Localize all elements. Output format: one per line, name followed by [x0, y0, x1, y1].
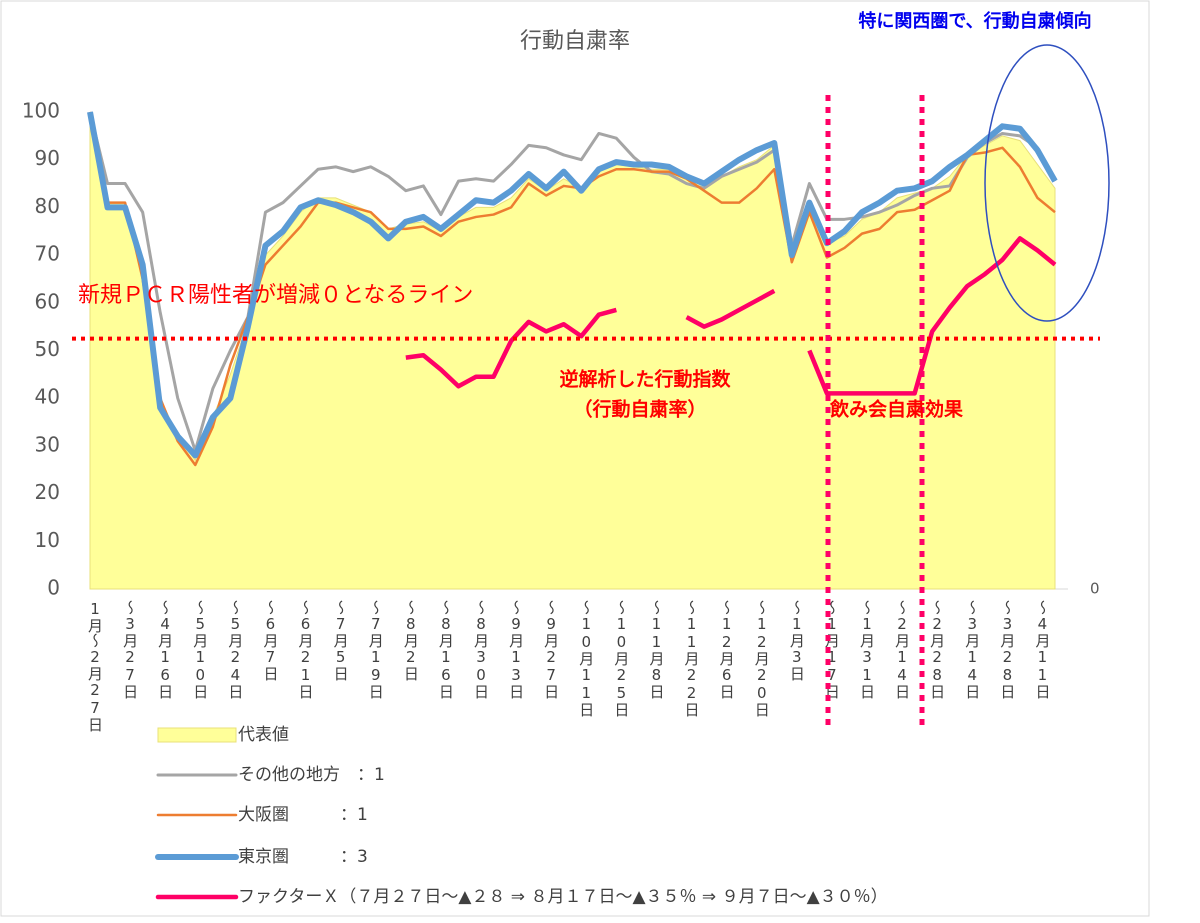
y-tick-label: 60 — [35, 289, 60, 313]
x-tick-label: ～5月10日 — [191, 600, 209, 699]
x-tick-label: ～11月8日 — [647, 600, 665, 699]
annotation: 飲み会自粛効果 — [829, 398, 963, 421]
x-tick-label: ～3月14日 — [963, 600, 981, 699]
legend-label: 大阪圏 ：1 — [238, 805, 368, 825]
annotation: 特に関西圏で、行動自粛傾向 — [858, 10, 1091, 32]
y-tick-label: 90 — [35, 146, 60, 170]
legend-label: ファクターＸ（７月２７日～▲２８ ⇒ ８月１７日～▲３５％ ⇒ ９月７日～▲３０… — [238, 887, 888, 907]
legend-label: その他の地方 ：1 — [238, 765, 385, 785]
chart-title: 行動自粛率 — [520, 29, 630, 54]
y-tick-label: 20 — [35, 480, 60, 504]
x-tick-label: ～2月14日 — [893, 600, 911, 699]
x-tick-label: ～4月16日 — [156, 600, 174, 699]
threshold-label: 新規ＰＣＲ陽性者が増減０となるライン — [78, 283, 473, 308]
y-tick-label: 10 — [35, 528, 60, 552]
series-line — [405, 307, 617, 389]
y-tick-label: 70 — [35, 242, 60, 266]
y-tick-label: 50 — [35, 337, 60, 361]
y-tick-label: 40 — [35, 385, 60, 409]
legend-label: 東京圏 ：3 — [238, 847, 368, 867]
y-tick-label: 0 — [47, 576, 60, 600]
x-tick-label: ～4月11日 — [1033, 600, 1051, 699]
x-tick-label: ～8月30日 — [472, 600, 490, 699]
x-tick-label: ～5月24日 — [226, 600, 244, 699]
highlight-ellipse — [984, 44, 1110, 322]
y-tick-label: 30 — [35, 432, 60, 456]
x-tick-label: ～12月6日 — [718, 600, 736, 699]
x-tick-label: ～3月28日 — [998, 600, 1016, 699]
y-tick-label: 100 — [22, 99, 60, 123]
x-tick-label: ～10月25日 — [612, 600, 630, 717]
x-tick-label: ～7月19日 — [367, 600, 385, 699]
x-tick-label: ～6月7日 — [261, 600, 279, 681]
legend-swatch — [157, 727, 237, 743]
annotation: （行動自粛率） — [573, 398, 706, 421]
plot-area: 0 10 20 30 40 50 60 70 80 90 100 0 1月～2月27日 ～3月27日 ～4月… — [22, 99, 1100, 907]
series-line — [87, 111, 1058, 459]
x-tick-label: ～9月13日 — [507, 600, 525, 699]
annotation: 逆解析した行動指数 — [559, 368, 731, 391]
series-line — [807, 236, 1057, 396]
x-tick-label: ～1月31日 — [858, 600, 876, 699]
x-tick-label: ～2月28日 — [928, 600, 946, 699]
y-tick-label: 80 — [35, 194, 60, 218]
x-tick-label: ～9月27日 — [542, 600, 560, 699]
x-tick-label: 1月～2月27日 — [86, 600, 104, 732]
y2-tick-label: 0 — [1090, 580, 1100, 598]
x-tick-label: ～11月22日 — [683, 600, 701, 717]
x-tick-label: ～12月20日 — [753, 600, 771, 717]
x-tick-label: ～8月2日 — [402, 600, 420, 681]
x-tick-label: ～6月21日 — [297, 600, 315, 699]
x-tick-label: ～7月5日 — [332, 600, 350, 681]
series-line — [685, 288, 776, 329]
x-tick-label: ～10月11日 — [577, 600, 595, 717]
legend-label: 代表値 — [238, 725, 289, 745]
x-tick-label: ～8月16日 — [437, 600, 455, 699]
x-tick-label: ～1月3日 — [788, 600, 806, 681]
x-tick-label: ～3月27日 — [121, 600, 139, 699]
